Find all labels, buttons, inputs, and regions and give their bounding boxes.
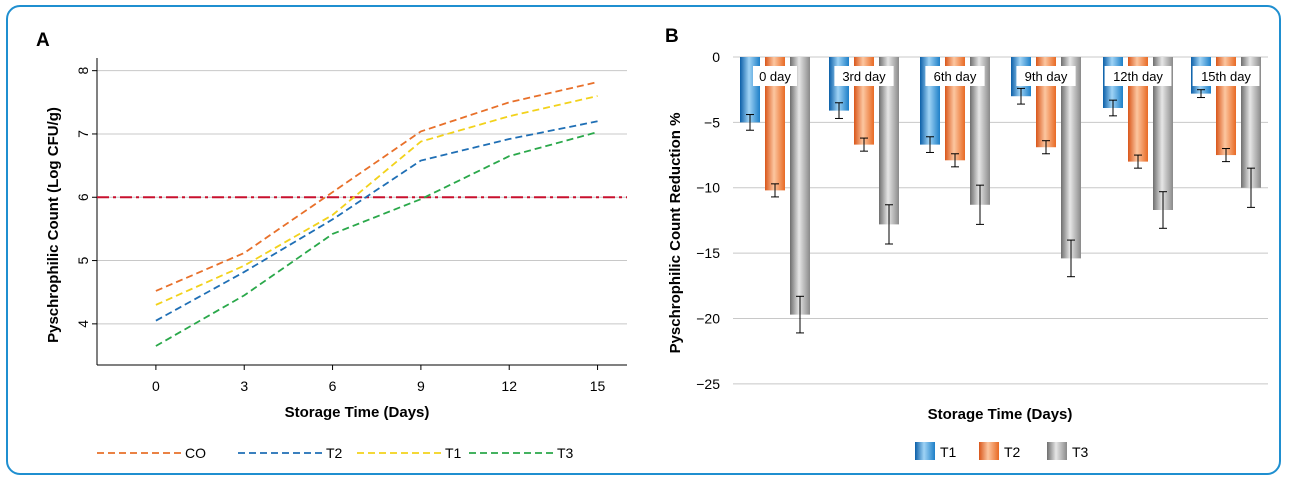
panel-b-bars (740, 57, 1261, 334)
panel-a-x-tick-label: 12 (501, 378, 517, 394)
panel-a-axes (96, 58, 627, 366)
panel-a-y-tick-label: 5 (75, 256, 91, 264)
panel-b-y-tick-label: −10 (696, 180, 720, 196)
panel-a-legend-label: T1 (445, 445, 462, 461)
panel-a-y-tick-label: 8 (75, 67, 91, 75)
panel-a-x-tick-label: 6 (329, 378, 337, 394)
panel-a-y-tick-label: 6 (75, 193, 91, 201)
panel-a-legend-label: T3 (557, 445, 574, 461)
panel-b-y-tick-label: 0 (712, 49, 720, 65)
panel-b-category-label-bg (925, 66, 985, 86)
panel-b-legend-swatch-t3 (1047, 442, 1067, 460)
panel-b-bar-t3 (879, 57, 899, 225)
panel-a-series-t2-line (155, 120, 598, 322)
panel-a-y-tick-label: 7 (75, 130, 91, 138)
panel-b-y-ticks: 0 −5 −10 −15 −20 −25 (696, 49, 720, 392)
panel-b-legend-swatch-t2 (979, 442, 999, 460)
panel-b-category-label: 3rd day (842, 69, 886, 84)
panel-b-legend: T1 T2 T3 (915, 442, 1089, 460)
panel-b-x-axis-label: Storage Time (Days) (928, 406, 1073, 423)
panel-b-category-label: 6th day (934, 69, 977, 84)
panel-b-bar-t3 (970, 57, 990, 205)
panel-a-legend-label: T2 (326, 445, 343, 461)
panel-a-x-axis-label: Storage Time (Days) (285, 404, 430, 421)
panel-b-category-label: 15th day (1201, 69, 1251, 84)
panel-a-x-tick-label: 3 (240, 378, 248, 394)
panel-b-category-label-bg (1016, 66, 1076, 86)
panel-b-legend-label: T1 (940, 444, 957, 460)
panel-b-letter: B (665, 26, 679, 47)
panel-a-series-co-line (155, 81, 598, 292)
panel-a-series-t1-line (155, 95, 598, 306)
panel-a-letter: A (36, 30, 50, 51)
panel-a-series-t3-line (155, 131, 598, 347)
panel-b-legend-label: T3 (1072, 444, 1089, 460)
panel-b-bar-t2 (765, 57, 785, 191)
panel-b-category-label: 0 day (759, 69, 791, 84)
panel-a-x-tick-label: 15 (590, 378, 606, 394)
panel-b-category-label: 12th day (1113, 69, 1163, 84)
panel-b-gridlines (733, 56, 1268, 385)
figure-frame (6, 5, 1281, 475)
panel-b-legend-swatch-t1 (915, 442, 935, 460)
panel-b-y-tick-label: −5 (704, 114, 720, 130)
panel-b-bar-t3 (1061, 57, 1081, 259)
panel-a-legend: CO T2 T1 T3 (97, 445, 574, 461)
panel-a-legend-label: CO (185, 445, 206, 461)
panel-b-category-label-bg (753, 66, 797, 86)
panel-b-y-tick-label: −15 (696, 245, 720, 261)
panel-b-bar-t3 (790, 57, 810, 315)
panel-b-y-axis-label: Pyschrophilic Count Reduction % (667, 113, 684, 354)
panel-a-y-ticks: 4 5 6 7 8 (75, 67, 97, 328)
panel-b-y-tick-label: −25 (696, 376, 720, 392)
panel-b-bar-t3 (1153, 57, 1173, 210)
panel-b-legend-label: T2 (1004, 444, 1021, 460)
panel-b-category-label: 9th day (1025, 69, 1068, 84)
panel-b-y-tick-label: −20 (696, 310, 720, 326)
panel-a-y-tick-label: 4 (75, 320, 91, 328)
panel-a-series-lines (155, 81, 598, 347)
panel-b-category-labels: 0 day 3rd day 6th day 9th day 12th day 15th d… (753, 66, 1260, 86)
panel-a-x-tick-label: 0 (152, 378, 160, 394)
panel-b-category-label-bg (1104, 66, 1172, 86)
panel-a-x-tick-label: 9 (417, 378, 425, 394)
panel-a-y-axis-label: Pyschrophilic Count (Log CFU/g) (45, 107, 62, 343)
panel-b-bar-t3 (1241, 57, 1261, 188)
panel-b-category-label-bg (834, 66, 894, 86)
panel-b-category-label-bg (1192, 66, 1260, 86)
panel-a-x-ticks: 0 3 6 9 12 15 (152, 365, 606, 394)
